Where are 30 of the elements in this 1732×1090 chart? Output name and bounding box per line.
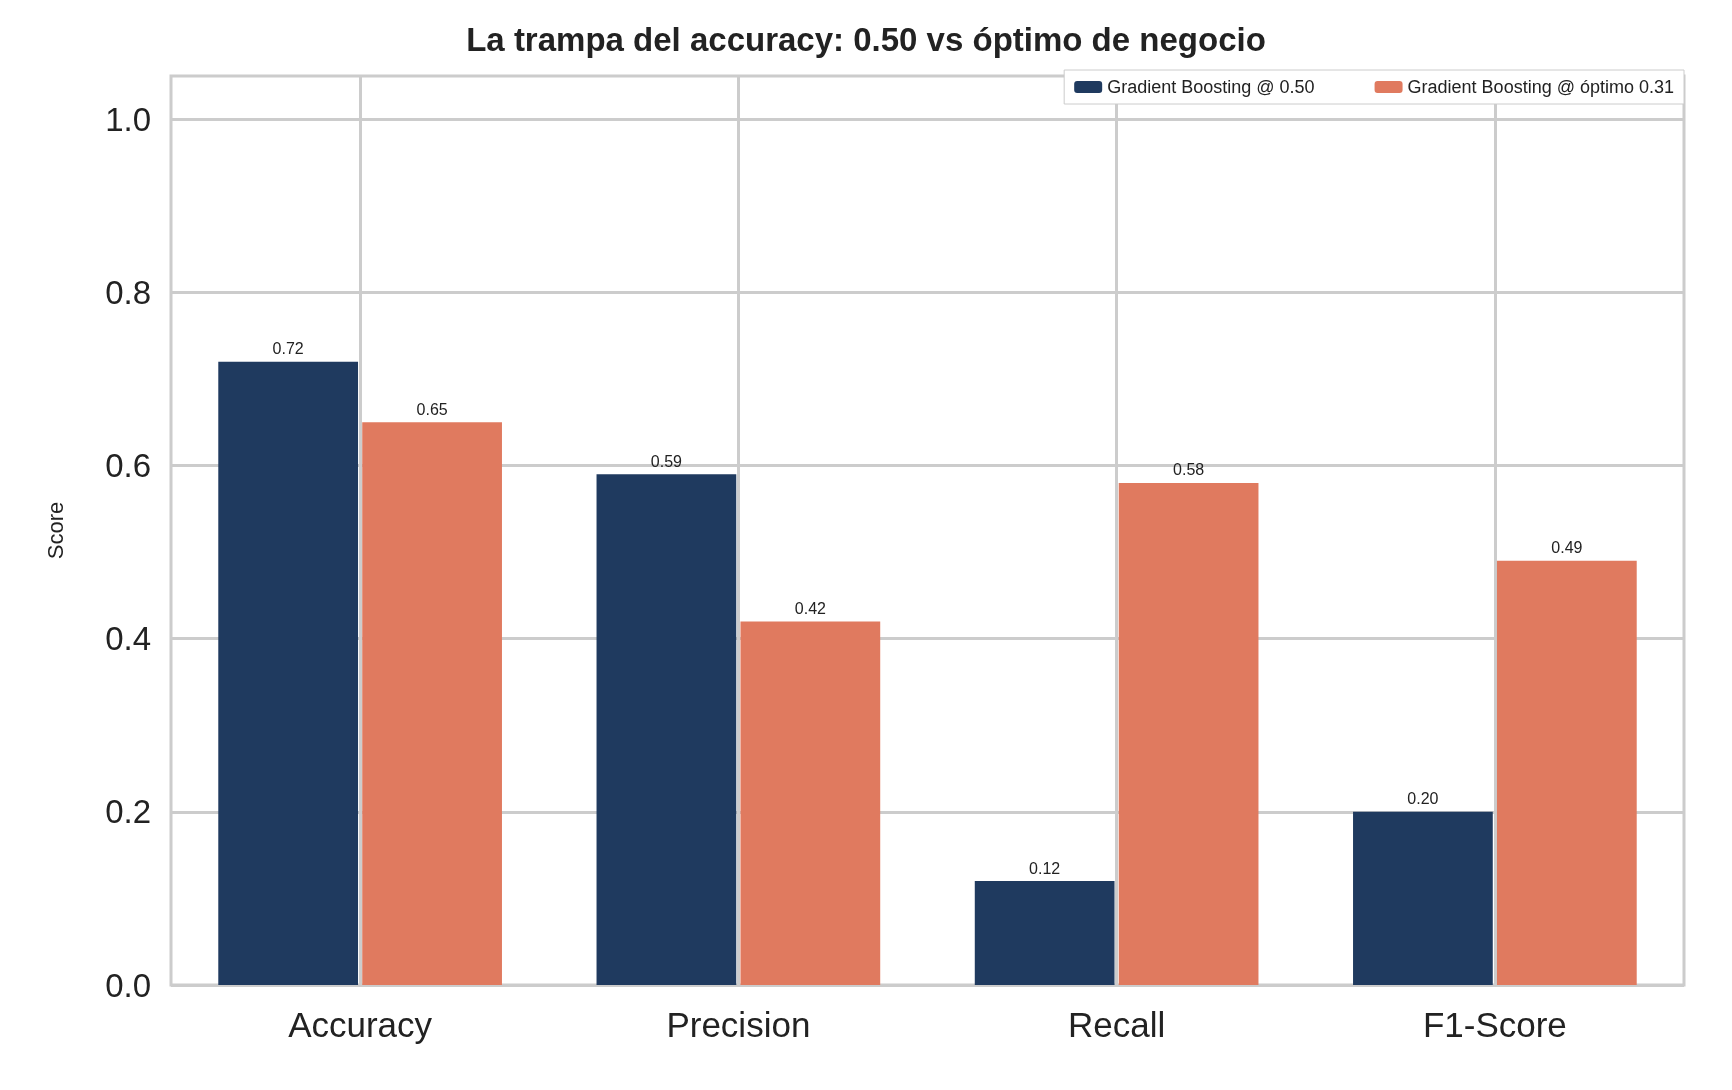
x-tick-label: Accuracy bbox=[288, 1005, 433, 1044]
bar bbox=[362, 422, 502, 985]
y-tick-label: 0.6 bbox=[105, 447, 151, 485]
x-tick-label: Precision bbox=[666, 1005, 811, 1044]
data-label: 0.42 bbox=[794, 599, 827, 617]
x-tick-label: Recall bbox=[1067, 1005, 1166, 1044]
bar bbox=[974, 881, 1115, 985]
data-label: 0.20 bbox=[1407, 790, 1439, 808]
bar bbox=[1496, 560, 1637, 985]
y-tick-label: 0.2 bbox=[105, 793, 151, 831]
legend-label: Gradient Boosting @ 0.50 bbox=[1107, 77, 1315, 97]
bar bbox=[1118, 482, 1259, 985]
data-label: 0.59 bbox=[650, 452, 683, 470]
bar bbox=[596, 474, 737, 985]
y-tick-label: 1.0 bbox=[105, 100, 151, 138]
bar bbox=[1353, 811, 1493, 985]
bar bbox=[218, 361, 359, 985]
y-axis-title: Score bbox=[42, 501, 68, 560]
data-label: 0.49 bbox=[1551, 539, 1583, 557]
chart-title: La trampa del accuracy: 0.50 vs óptimo de negocio bbox=[466, 21, 1266, 58]
y-tick-label: 0.4 bbox=[105, 620, 151, 658]
data-label: 0.12 bbox=[1029, 859, 1061, 877]
y-tick-label: 0.8 bbox=[105, 273, 151, 311]
data-label: 0.58 bbox=[1173, 461, 1205, 479]
x-tick-label: F1-Score bbox=[1422, 1005, 1567, 1044]
data-label: 0.72 bbox=[272, 340, 304, 358]
bar bbox=[740, 621, 881, 985]
data-label: 0.65 bbox=[416, 400, 448, 418]
y-tick-label: 0.0 bbox=[105, 966, 151, 1004]
legend-label: Gradient Boosting @ óptimo 0.31 bbox=[1407, 77, 1675, 97]
